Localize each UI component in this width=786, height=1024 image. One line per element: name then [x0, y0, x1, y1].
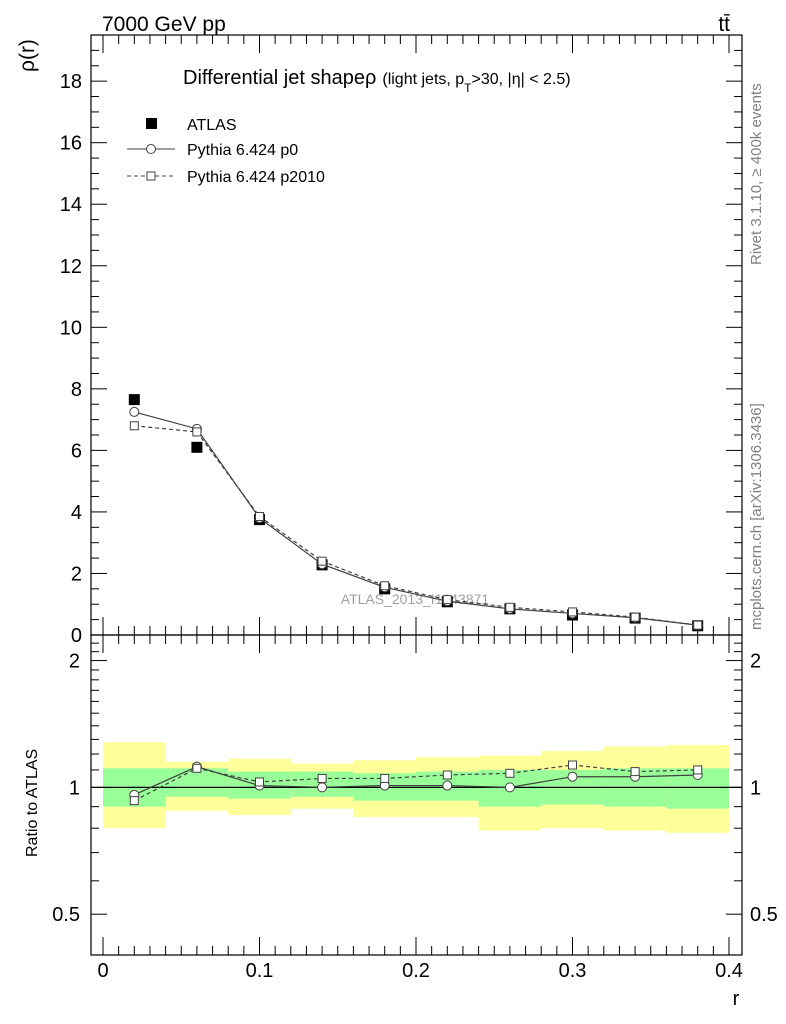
legend: ATLAS Pythia 6.424 p0 Pythia 6.424 p2010 — [127, 117, 325, 186]
process-label: tt̄ — [718, 13, 730, 36]
title-sub-b: >30, |η| < 2.5) — [472, 71, 571, 88]
title-sub-subscript: T — [464, 81, 472, 95]
ratio-panel-frame — [90, 634, 743, 956]
ratio-point-pythia-6-424-p0 — [567, 771, 578, 782]
legend-marker-p0 — [146, 144, 156, 154]
x-tick-label: 0.4 — [715, 960, 743, 982]
x-tick-label: 0.2 — [402, 960, 430, 982]
title-sub-a: (light jets, p — [382, 71, 464, 88]
main-y-tick-label: 12 — [60, 256, 82, 278]
title-rho: ρ — [365, 67, 376, 89]
ratio-uncertainty-bands — [91, 742, 742, 833]
main-panel-series — [128, 394, 704, 632]
main-line-pythia-6-424-p2010 — [134, 425, 698, 626]
main-point-pythia-6-424-p2010 — [630, 612, 640, 622]
ratio-point-pythia-6-424-p2010 — [192, 763, 202, 773]
ratio-panel-ticks: 0.5 0.5 1 1 2 2 0 0.1 0.2 0.3 0.4 — [52, 635, 778, 982]
ratio-point-pythia-6-424-p2010 — [317, 773, 327, 783]
main-point-pythia-6-424-p2010 — [192, 427, 202, 437]
ratio-panel-series — [129, 760, 703, 806]
ratio-line-pythia-6-424-p0 — [134, 766, 698, 796]
ratio-point-pythia-6-424-p0 — [317, 782, 328, 793]
main-point-pythia-6-424-p2010 — [442, 595, 452, 605]
ratio-point-pythia-6-424-p2010 — [568, 760, 577, 770]
main-panel-ticks: 0 2 4 6 8 10 12 14 16 18 — [60, 34, 742, 647]
ratio-point-pythia-6-424-p2010 — [380, 773, 390, 783]
main-y-tick-label: 6 — [71, 440, 82, 462]
main-y-tick-label: 0 — [71, 625, 82, 647]
ratio-point-pythia-6-424-p2010 — [693, 765, 703, 775]
main-point-pythia-6-424-p2010 — [693, 620, 703, 630]
title-main: Differential jet shape — [183, 67, 365, 89]
legend-marker-atlas — [146, 118, 157, 129]
main-point-pythia-6-424-p2010 — [505, 602, 515, 612]
ratio-point-pythia-6-424-p0 — [442, 780, 453, 791]
main-point-pythia-6-424-p2010 — [255, 512, 264, 522]
main-point-pythia-6-424-p0 — [129, 406, 140, 417]
main-point-atlas — [191, 441, 203, 453]
main-y-tick-label: 16 — [60, 133, 82, 155]
main-point-pythia-6-424-p2010 — [129, 421, 139, 431]
legend-marker-p2010 — [146, 171, 156, 181]
x-tick-label: 0 — [97, 960, 108, 982]
main-point-atlas — [128, 394, 140, 406]
main-y-tick-label: 4 — [71, 502, 82, 524]
analysis-watermark: ATLAS_2013_I1243871 — [341, 591, 490, 607]
x-tick-label: 0.3 — [559, 960, 587, 982]
ratio-y-tick-label: 1 — [69, 777, 80, 799]
main-y-axis-title: ρ(r) — [16, 39, 39, 72]
legend-label-p0: Pythia 6.424 p0 — [187, 142, 298, 159]
ratio-y-axis-title: Ratio to ATLAS — [24, 749, 41, 857]
main-y-tick-label: 2 — [71, 563, 82, 585]
side-label-rivet: Rivet 3.1.10, ≥ 400k events — [748, 83, 765, 265]
main-y-tick-label: 18 — [60, 71, 82, 93]
ratio-point-pythia-6-424-p2010 — [129, 796, 139, 806]
ratio-line-pythia-6-424-p2010 — [134, 764, 698, 802]
legend-label-p2010: Pythia 6.424 p2010 — [187, 169, 325, 186]
legend-label-atlas: ATLAS — [187, 117, 237, 134]
main-point-pythia-6-424-p2010 — [317, 556, 327, 566]
ratio-y-tick-label-right: 1 — [750, 777, 761, 799]
ratio-point-pythia-6-424-p2010 — [505, 768, 515, 778]
ratio-point-pythia-6-424-p2010 — [442, 770, 452, 780]
main-point-pythia-6-424-p2010 — [568, 607, 577, 617]
energy-label: 7000 GeV pp — [102, 13, 226, 36]
ratio-point-pythia-6-424-p0 — [504, 782, 515, 793]
ratio-y-tick-label: 0.5 — [52, 904, 80, 926]
side-label-mcplots: mcplots.cern.ch [arXiv:1306.3436] — [748, 403, 765, 630]
main-y-tick-label: 8 — [71, 379, 82, 401]
main-point-pythia-6-424-p2010 — [380, 581, 390, 591]
ratio-point-pythia-6-424-p2010 — [630, 767, 640, 777]
ratio-y-tick-label-right: 0.5 — [750, 904, 778, 926]
main-y-tick-label: 10 — [60, 317, 82, 339]
main-y-tick-label: 14 — [60, 194, 82, 216]
x-axis-title: r — [733, 988, 740, 1010]
ratio-y-tick-label: 2 — [69, 651, 80, 673]
ratio-point-pythia-6-424-p2010 — [255, 777, 264, 787]
x-tick-label: 0.1 — [246, 960, 274, 982]
chart-title: Differential jet shapeρ (light jets, pT>3… — [183, 67, 571, 95]
ratio-y-tick-label-right: 2 — [750, 651, 761, 673]
